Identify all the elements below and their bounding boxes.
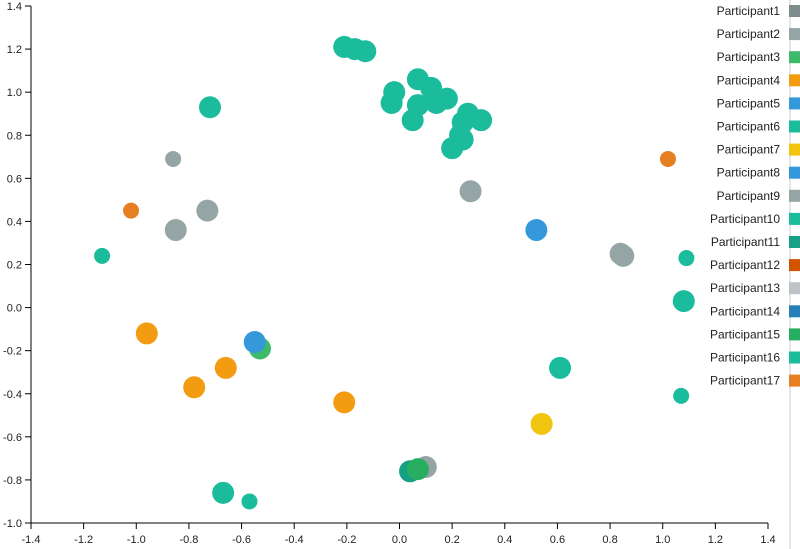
legend-label: Participant9 <box>717 189 781 203</box>
legend-swatch <box>789 374 800 387</box>
data-point-participant6[interactable] <box>241 493 258 510</box>
legend-label: Participant4 <box>717 73 781 87</box>
legend-label: Participant17 <box>710 374 780 388</box>
data-point-participant6[interactable] <box>354 40 377 63</box>
legend-label: Participant8 <box>717 166 781 180</box>
x-tick-label: 0.6 <box>550 534 565 546</box>
data-point-participant2[interactable] <box>196 199 219 222</box>
data-point-participant6[interactable] <box>678 250 695 267</box>
data-point-participant7[interactable] <box>530 412 553 435</box>
data-point-participant6[interactable] <box>470 109 493 132</box>
data-point-participant9[interactable] <box>609 242 632 265</box>
legend-swatch <box>789 143 800 156</box>
legend-label: Participant7 <box>717 143 781 157</box>
y-tick-label: 0.2 <box>7 260 22 272</box>
legend-swatch <box>789 5 800 17</box>
data-point-participant6[interactable] <box>451 128 474 151</box>
y-tick-label: -0.4 <box>3 389 22 401</box>
y-tick-label: 0.4 <box>7 216 22 228</box>
legend-label: Participant5 <box>717 96 781 110</box>
legend-swatch <box>789 28 800 41</box>
x-tick-label: 1.4 <box>760 534 775 546</box>
data-point-participant6[interactable] <box>549 356 572 379</box>
data-point-participant6[interactable] <box>198 96 221 119</box>
x-tick-label: 0.8 <box>602 534 617 546</box>
data-point-participant8[interactable] <box>243 331 266 354</box>
legend-swatch <box>789 305 800 318</box>
legend-label: Participant2 <box>717 27 781 41</box>
data-point-participant4[interactable] <box>183 376 206 399</box>
legend-swatch <box>789 282 800 295</box>
x-tick-label: -1.2 <box>74 534 93 546</box>
data-point-participant4[interactable] <box>333 391 356 414</box>
data-point-participant2[interactable] <box>164 219 187 242</box>
data-point-participant6[interactable] <box>435 87 458 110</box>
data-points <box>94 35 695 510</box>
data-point-participant17[interactable] <box>659 150 676 167</box>
legend-swatch <box>789 74 800 87</box>
legend-swatch <box>789 189 800 202</box>
legend-swatch <box>789 97 800 110</box>
legend-label: Participant13 <box>710 281 780 295</box>
y-tick-label: -0.6 <box>3 432 22 444</box>
data-point-participant8[interactable] <box>525 219 548 242</box>
y-tick-label: -1.0 <box>3 518 22 530</box>
x-tick-label: -1.4 <box>22 534 41 546</box>
y-tick-label: 1.0 <box>7 87 22 99</box>
legend-swatch <box>789 166 800 179</box>
data-point-participant4[interactable] <box>135 322 158 345</box>
data-point-participant6[interactable] <box>94 247 111 264</box>
y-tick-label: -0.8 <box>3 475 22 487</box>
data-point-participant6[interactable] <box>672 290 695 313</box>
legend-swatch <box>789 351 800 364</box>
x-axis-ticks: -1.4 -1.2 -1.0 -0.8 -0.6 -0.4 -0.2 0.0 0.2 0.4 0.6… <box>22 523 776 546</box>
data-point-participant2[interactable] <box>459 180 482 203</box>
legend-swatch <box>789 259 800 272</box>
y-tick-label: 1.2 <box>7 44 22 56</box>
legend-label: Participant16 <box>710 351 780 365</box>
y-tick-label: 1.4 <box>7 1 22 13</box>
x-tick-label: 1.0 <box>655 534 670 546</box>
x-tick-label: 0.4 <box>497 534 512 546</box>
legend-label: Participant15 <box>710 327 780 341</box>
legend-swatch <box>789 212 800 225</box>
legend-swatch <box>789 236 800 248</box>
x-tick-label: -0.2 <box>337 534 356 546</box>
y-tick-label: -0.2 <box>3 346 22 358</box>
legend-label: Participant10 <box>710 212 780 226</box>
legend-swatch <box>789 51 800 64</box>
x-tick-label: -0.8 <box>179 534 198 546</box>
data-point-participant17[interactable] <box>123 202 140 219</box>
y-tick-label: 0.0 <box>7 303 22 315</box>
x-tick-label: 1.2 <box>708 534 723 546</box>
data-point-participant6[interactable] <box>673 387 690 404</box>
data-point-participant4[interactable] <box>214 356 237 379</box>
legend-label: Participant12 <box>710 258 780 272</box>
x-tick-label: 0.2 <box>444 534 459 546</box>
legend-label: Participant11 <box>711 235 780 249</box>
y-tick-label: 0.8 <box>7 130 22 142</box>
data-point-participant2[interactable] <box>165 150 182 167</box>
data-point-participant6[interactable] <box>212 481 235 504</box>
y-tick-label: 0.6 <box>7 173 22 185</box>
legend-label: Participant14 <box>710 304 780 318</box>
x-tick-label: -1.0 <box>127 534 146 546</box>
legend-label: Participant3 <box>717 50 781 64</box>
legend-swatch <box>789 328 800 341</box>
legend-label: Participant6 <box>717 120 781 134</box>
legend-label: Participant1 <box>717 4 781 18</box>
legend-swatch <box>789 120 800 133</box>
data-point-participant15[interactable] <box>406 458 429 481</box>
data-point-participant6[interactable] <box>380 91 403 114</box>
data-point-participant6[interactable] <box>401 109 424 132</box>
x-tick-label: -0.6 <box>232 534 251 546</box>
y-axis-ticks: -1.0 -0.8 -0.6 -0.4 -0.2 0.0 0.2 0.4 0.6 0.8 1.0 1.… <box>3 1 31 530</box>
x-tick-label: 0.0 <box>392 534 407 546</box>
x-tick-label: -0.4 <box>285 534 304 546</box>
legend: Participant1 Participant2 Participant3 Part… <box>710 0 800 549</box>
